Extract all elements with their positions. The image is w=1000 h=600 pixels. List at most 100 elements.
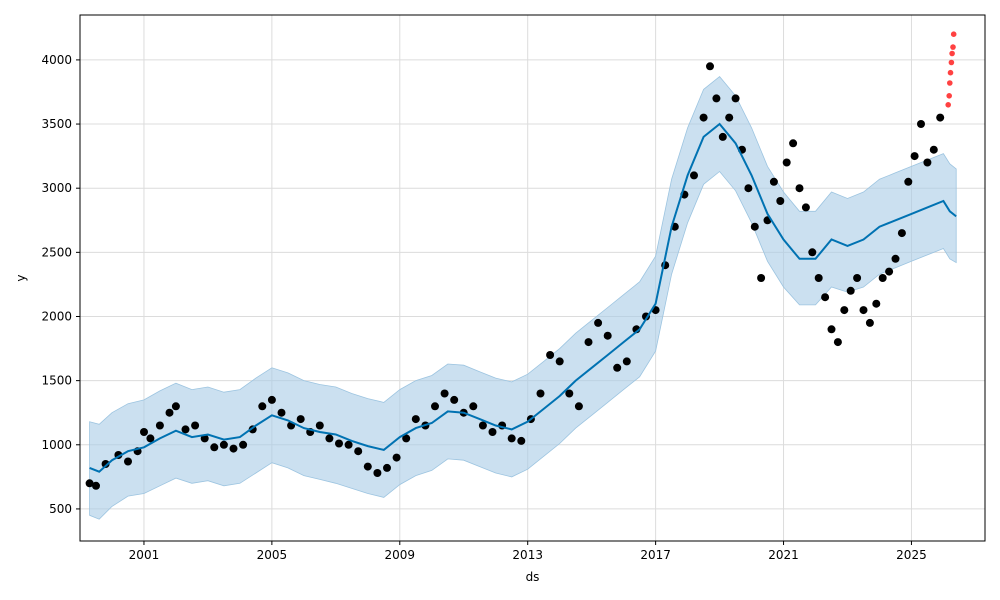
observed-point xyxy=(411,415,420,424)
observed-point xyxy=(277,408,286,417)
observed-point xyxy=(191,421,200,430)
observed-point xyxy=(171,402,180,411)
x-axis-label: ds xyxy=(526,570,540,584)
observed-point xyxy=(565,389,574,398)
y-axis-label: y xyxy=(14,274,28,281)
observed-point xyxy=(478,421,487,430)
observed-point xyxy=(296,415,305,424)
observed-point xyxy=(440,389,449,398)
observed-point xyxy=(450,395,459,404)
observed-point xyxy=(546,351,555,359)
observed-point xyxy=(402,434,411,443)
observed-point xyxy=(229,444,238,453)
observed-point xyxy=(594,318,603,327)
y-tick-label: 4000 xyxy=(41,53,72,67)
observed-point xyxy=(891,254,900,263)
anomaly-point xyxy=(945,102,951,108)
observed-point xyxy=(789,139,798,148)
observed-point xyxy=(821,293,830,302)
observed-point xyxy=(517,436,526,445)
observed-point xyxy=(383,463,391,472)
observed-point xyxy=(923,158,932,167)
observed-point xyxy=(146,434,155,443)
observed-point xyxy=(878,274,887,282)
observed-point xyxy=(181,425,190,434)
observed-point xyxy=(85,479,94,488)
observed-point xyxy=(267,395,276,404)
observed-point xyxy=(431,402,439,411)
forecast-line xyxy=(89,122,957,473)
anomaly-point xyxy=(948,59,955,66)
observed-point xyxy=(936,113,945,122)
observed-point xyxy=(622,357,631,366)
x-tick-label: 2017 xyxy=(640,548,671,562)
observed-point xyxy=(124,457,132,466)
observed-point xyxy=(325,434,334,443)
observed-point xyxy=(801,203,810,212)
observed-point xyxy=(699,113,708,122)
observed-point xyxy=(507,434,516,443)
anomaly-point xyxy=(947,80,953,86)
observed-point xyxy=(846,286,855,295)
observed-point xyxy=(744,184,753,193)
observed-point xyxy=(469,402,478,411)
anomaly-point xyxy=(950,44,956,50)
observed-point xyxy=(373,469,382,477)
observed-point xyxy=(536,389,545,398)
observed-point xyxy=(712,94,721,103)
uncertainty-band-layer xyxy=(89,76,957,520)
x-tick-label: 2001 xyxy=(129,548,160,562)
observed-point xyxy=(865,318,874,327)
observed-point xyxy=(853,274,862,282)
observed-point xyxy=(354,447,363,456)
observed-point xyxy=(827,325,836,334)
x-tick-label: 2005 xyxy=(257,548,288,562)
observed-point xyxy=(776,197,785,205)
x-ticks: 2001 2005 2009 2013 2017 2021 2025 xyxy=(129,541,927,562)
observed-point xyxy=(769,177,778,186)
observed-point xyxy=(555,357,564,366)
observed-point xyxy=(840,306,849,315)
forecast-line-layer xyxy=(89,122,957,473)
observed-point xyxy=(706,62,714,71)
anomaly-point xyxy=(949,50,955,57)
observed-point xyxy=(155,421,164,430)
observed-point xyxy=(165,408,174,417)
observed-point xyxy=(885,267,894,276)
y-tick-label: 2500 xyxy=(41,245,72,259)
x-tick-label: 2021 xyxy=(768,548,799,562)
y-tick-label: 500 xyxy=(49,502,72,516)
observed-point xyxy=(210,443,219,452)
x-tick-label: 2025 xyxy=(896,548,927,562)
observed-point xyxy=(929,145,938,154)
observed-point xyxy=(904,177,913,186)
observed-point xyxy=(917,120,925,128)
observed-point xyxy=(910,152,919,161)
observed-point xyxy=(731,94,740,103)
observed-point xyxy=(335,439,343,448)
uncertainty-band xyxy=(89,76,957,520)
observed-point xyxy=(574,402,583,411)
observed-point xyxy=(872,299,881,308)
observed-point xyxy=(258,402,267,411)
observed-point xyxy=(92,481,100,490)
plot-frame xyxy=(79,14,986,542)
observed-point xyxy=(782,158,791,167)
observed-point xyxy=(757,274,766,282)
observed-point xyxy=(140,428,148,436)
observed-point xyxy=(859,306,868,315)
observed-point xyxy=(833,338,842,347)
y-tick-label: 3500 xyxy=(41,117,72,131)
observed-point xyxy=(897,229,906,238)
observed-point xyxy=(725,113,734,122)
observed-point xyxy=(101,460,110,468)
observed-point xyxy=(603,331,612,340)
anomaly-point xyxy=(947,69,954,76)
observed-point xyxy=(200,434,209,443)
observed-point xyxy=(239,440,248,449)
anomaly-point xyxy=(950,31,957,37)
y-tick-label: 3000 xyxy=(41,181,72,195)
observed-point xyxy=(718,132,727,141)
